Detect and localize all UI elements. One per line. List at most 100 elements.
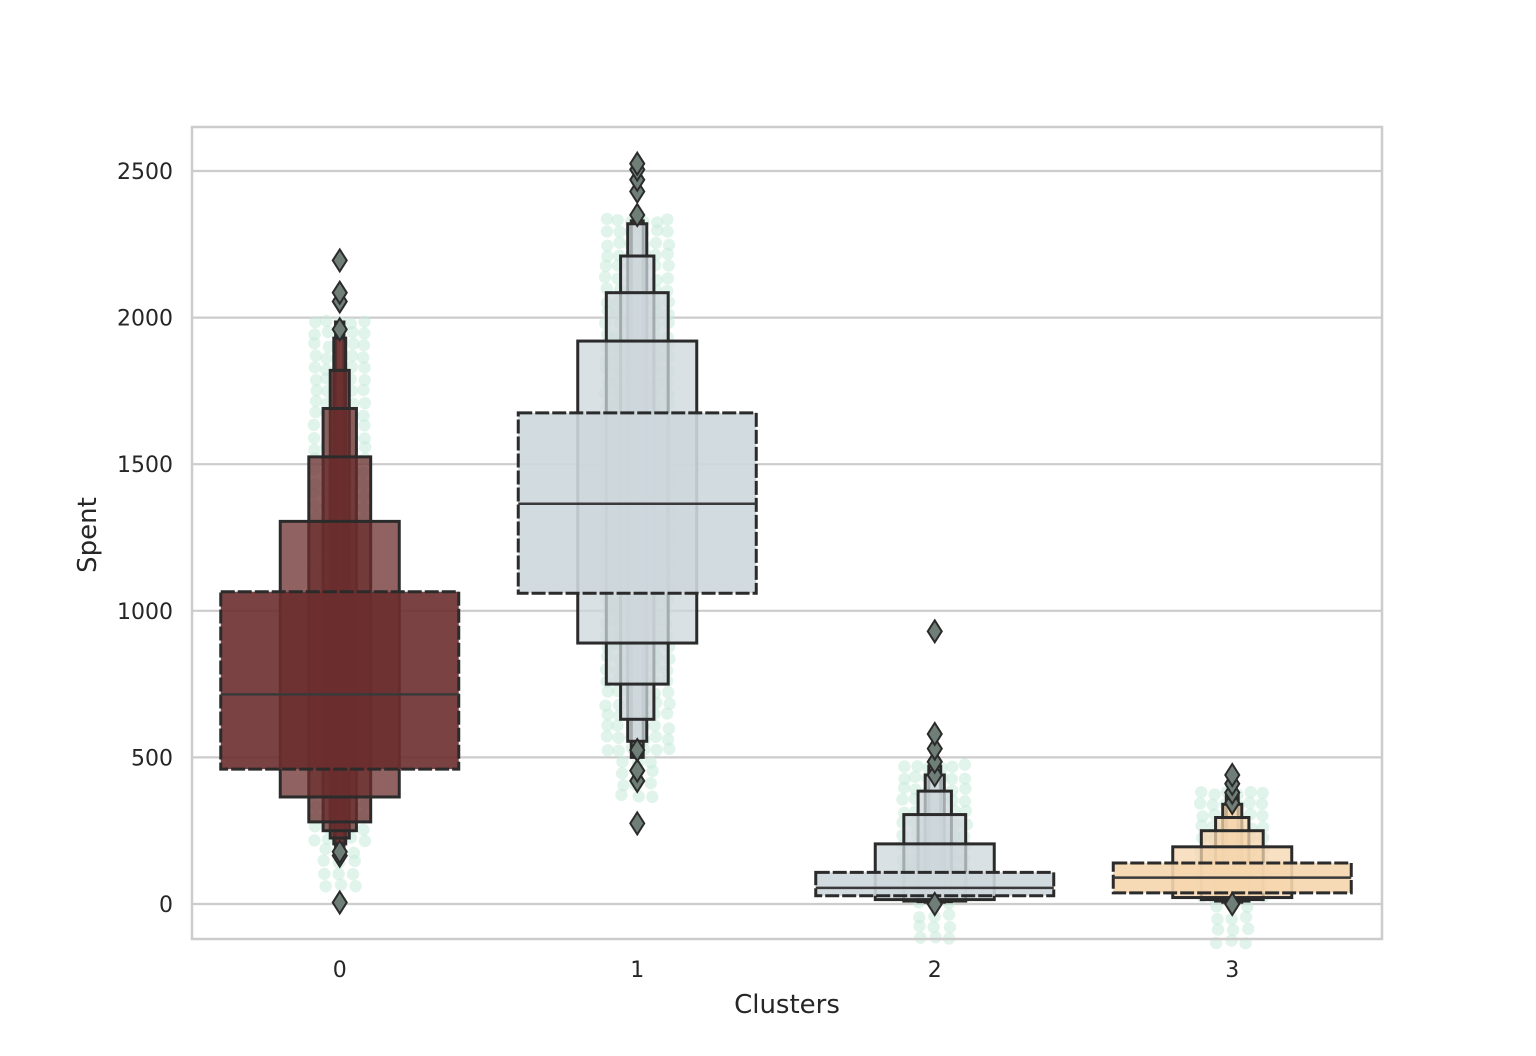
- swarm-point: [319, 842, 332, 856]
- swarm-point: [309, 349, 323, 362]
- swarm-point: [358, 396, 372, 410]
- swarm-point: [896, 793, 909, 806]
- swarm-point: [322, 340, 336, 354]
- swarm-point: [345, 349, 359, 363]
- swarm-point: [611, 719, 624, 732]
- swarm-point: [611, 213, 624, 227]
- swarm-point: [319, 880, 332, 893]
- outlier-point: [926, 891, 943, 917]
- swarm-point: [600, 212, 614, 226]
- swarm-point: [616, 755, 629, 769]
- swarm-point: [612, 744, 625, 757]
- outlier-point: [331, 316, 348, 343]
- swarm-point: [601, 708, 614, 721]
- swarm-point: [646, 764, 659, 778]
- swarm-point: [1239, 910, 1253, 924]
- swarm-point: [1225, 912, 1238, 926]
- swarm-point: [601, 239, 614, 252]
- swarm-point: [913, 919, 926, 933]
- swarm-point: [898, 760, 911, 773]
- swarm-point: [308, 361, 322, 374]
- swarm-point: [661, 247, 674, 261]
- swarm-point: [649, 236, 663, 250]
- swarm-point: [1255, 797, 1269, 810]
- swarm-point: [309, 405, 322, 419]
- swarm-point: [601, 719, 614, 732]
- swarm-point: [357, 383, 370, 397]
- swarm-point: [347, 337, 360, 350]
- x-tick-label: 1: [630, 958, 644, 983]
- swarm-point: [358, 834, 372, 848]
- swarm-point: [632, 790, 645, 803]
- swarm-point: [309, 394, 323, 408]
- swarm-point: [1196, 810, 1209, 823]
- swarm-point: [945, 772, 959, 786]
- swarm-point: [928, 910, 941, 923]
- outlier-layer: [331, 150, 1241, 917]
- y-tick-label: 500: [131, 746, 173, 771]
- swarm-point: [357, 338, 371, 352]
- x-tick-label: 0: [333, 958, 347, 983]
- swarm-point: [1195, 785, 1208, 799]
- outlier-point: [629, 757, 646, 784]
- swarm-point: [1244, 785, 1257, 799]
- swarm-point: [308, 336, 321, 350]
- swarm-point: [612, 731, 625, 745]
- swarm-point: [617, 779, 630, 792]
- swarm-point: [898, 772, 911, 786]
- swarm-point: [663, 697, 676, 710]
- swarm-point: [318, 867, 331, 881]
- swarm-point: [357, 409, 370, 423]
- swarm-point: [927, 920, 940, 934]
- swarm-point: [914, 931, 927, 944]
- swarm-point: [959, 782, 972, 795]
- outlier-point: [926, 721, 943, 747]
- swarm-point: [358, 315, 371, 328]
- swarm-point: [1241, 900, 1254, 913]
- swarm-point: [615, 788, 628, 802]
- swarm-point: [349, 879, 362, 893]
- swarm-point: [1226, 923, 1240, 937]
- swarm-point: [661, 733, 675, 746]
- swarm-point: [321, 325, 335, 339]
- swarm-point: [346, 325, 359, 339]
- outlier-point: [1224, 891, 1241, 917]
- x-tick-label: 3: [1225, 958, 1239, 983]
- swarm-point: [897, 781, 911, 794]
- boxen-group-3: [1111, 791, 1353, 905]
- swarm-point: [662, 238, 676, 252]
- swarm-point: [660, 707, 674, 720]
- y-tick-label: 0: [159, 893, 173, 918]
- y-tick-label: 2000: [117, 307, 173, 332]
- swarm-point: [650, 743, 663, 757]
- swarm-point: [958, 795, 972, 808]
- boxen-box: [219, 590, 461, 771]
- outlier-point: [629, 150, 646, 177]
- outlier-point: [331, 889, 348, 916]
- swarm-point: [650, 224, 664, 237]
- swarm-point: [929, 931, 942, 944]
- swarm-point: [662, 259, 675, 272]
- swarm-point: [613, 236, 626, 249]
- swarm-point: [320, 314, 333, 328]
- outlier-point: [926, 735, 943, 762]
- y-tick-label: 1000: [117, 600, 173, 625]
- swarm-point: [1206, 798, 1219, 811]
- swarm-point: [358, 361, 371, 374]
- swarm-point: [332, 867, 345, 881]
- swarm-point: [661, 213, 674, 226]
- y-axis-label: Spent: [73, 497, 103, 573]
- swarm-point: [661, 225, 674, 238]
- swarm-point: [1210, 900, 1223, 913]
- outlier-point: [629, 737, 646, 763]
- y-tick-labels: 0 500 1000 1500 2000 2500: [117, 160, 173, 918]
- swarm-point: [662, 722, 676, 735]
- swarm-point: [663, 742, 676, 756]
- swarm-point: [307, 418, 321, 432]
- swarm-point: [346, 868, 360, 881]
- x-tick-label: 2: [928, 958, 942, 983]
- boxen-group-1: [516, 219, 758, 759]
- swarm-point: [1225, 934, 1238, 947]
- swarm-point: [310, 384, 323, 397]
